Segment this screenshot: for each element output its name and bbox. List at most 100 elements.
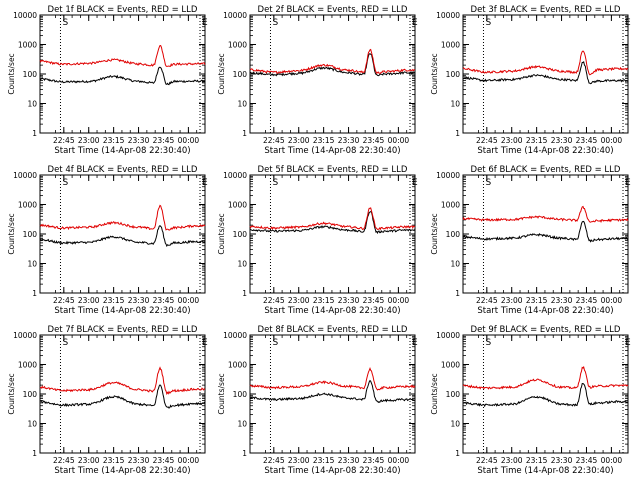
x-tick-label: 23:45 [363,296,385,305]
y-tick-label: 1000 [441,201,460,210]
y-tick-label: 10 [27,260,37,269]
x-tick-label: 23:30 [338,456,360,465]
x-tick-label: 23:15 [313,136,335,145]
plot-frame [39,174,206,294]
y-tick-label: 1000 [18,41,37,50]
y-tick-label: 10000 [436,171,460,180]
y-tick-label: 100 [23,70,38,79]
x-tick-label: 23:00 [288,136,310,145]
panel-title: Det 8f BLACK = Events, RED = LLD [258,325,408,335]
y-tick-label: 10 [237,260,247,269]
x-tick-label: 23:00 [501,136,523,145]
plot-frame [39,14,206,134]
x-tick-label: 22:45 [263,136,285,145]
plot-frame [462,334,629,454]
start-marker-label: S [485,18,491,28]
y-tick-label: 1 [242,449,247,458]
events-series-line [462,220,629,243]
y-tick-label: 1 [455,129,460,138]
x-axis-label: Start Time (14-Apr-08 22:30:40) [54,146,190,156]
x-tick-label: 00:00 [178,456,200,465]
y-tick-label: 10 [27,100,37,109]
y-axis-label: Counts/sec [7,373,16,414]
y-tick-label: 10000 [436,11,460,20]
panel-title: Det 4f BLACK = Events, RED = LLD [48,165,198,175]
x-tick-label: 00:00 [601,296,623,305]
end-marker-label: E [202,338,208,348]
y-axis-label: Counts/sec [7,53,16,94]
x-tick-label: 23:15 [103,296,125,305]
x-tick-label: 23:30 [338,136,360,145]
start-marker-label: S [62,338,68,348]
y-tick-label: 1 [242,129,247,138]
y-tick-label: 100 [23,390,38,399]
x-tick-label: 23:15 [526,296,548,305]
y-tick-label: 1000 [18,201,37,210]
x-tick-label: 23:00 [78,296,100,305]
lld-series-line [462,365,629,390]
y-tick-label: 1000 [228,361,247,370]
plot-frame [462,14,629,134]
x-tick-label: 23:30 [551,456,573,465]
end-marker-label: E [412,338,418,348]
lld-series-line [39,366,206,396]
lld-series-line [249,48,416,75]
x-tick-label: 22:45 [476,456,498,465]
x-tick-label: 23:00 [288,296,310,305]
detector-panel-8: Det 8f BLACK = Events, RED = LLD 1 10 100 10… [217,325,418,476]
x-axis-label: Start Time (14-Apr-08 22:30:40) [477,306,613,316]
lld-series-line [462,205,629,223]
x-tick-label: 00:00 [388,136,410,145]
x-tick-label: 22:45 [53,136,75,145]
y-tick-label: 1000 [228,41,247,50]
x-tick-label: 23:15 [103,136,125,145]
panel-title: Det 5f BLACK = Events, RED = LLD [258,165,408,175]
y-tick-label: 10 [237,420,247,429]
x-tick-label: 23:15 [103,456,125,465]
x-axis-label: Start Time (14-Apr-08 22:30:40) [264,466,400,476]
x-tick-label: 23:45 [576,136,598,145]
x-tick-label: 00:00 [178,136,200,145]
end-marker-label: E [625,178,631,188]
detector-panel-3: Det 3f BLACK = Events, RED = LLD 1 10 100 10… [430,5,631,156]
x-tick-label: 22:45 [476,136,498,145]
end-marker-label: E [202,18,208,28]
plot-frame [39,334,206,454]
x-tick-label: 23:15 [526,456,548,465]
x-tick-label: 23:45 [363,456,385,465]
panel-title: Det 7f BLACK = Events, RED = LLD [48,325,198,335]
x-tick-label: 00:00 [388,296,410,305]
panel-title: Det 1f BLACK = Events, RED = LLD [48,5,198,15]
x-tick-label: 22:45 [263,296,285,305]
x-tick-label: 23:00 [78,456,100,465]
x-tick-label: 23:30 [128,456,150,465]
x-tick-label: 22:45 [53,456,75,465]
detector-panel-5: Det 5f BLACK = Events, RED = LLD 1 10 100 10… [217,165,418,316]
x-axis-label: Start Time (14-Apr-08 22:30:40) [54,306,190,316]
x-tick-label: 00:00 [601,456,623,465]
y-tick-label: 10000 [223,11,247,20]
events-series-line [249,379,416,404]
y-tick-label: 1 [32,449,37,458]
y-tick-label: 1000 [228,201,247,210]
x-tick-label: 00:00 [388,456,410,465]
detector-panel-1: Det 1f BLACK = Events, RED = LLD 1 10 100 10… [7,5,208,156]
x-tick-label: 23:00 [501,456,523,465]
x-axis-label: Start Time (14-Apr-08 22:30:40) [264,146,400,156]
x-tick-label: 22:45 [263,456,285,465]
events-series-line [250,210,416,235]
start-marker-label: S [272,178,278,188]
y-tick-label: 100 [446,70,461,79]
lld-series-line [462,50,629,76]
x-tick-label: 23:15 [526,136,548,145]
detector-panel-2: Det 2f BLACK = Events, RED = LLD 1 10 100 10… [217,5,418,156]
x-tick-label: 23:30 [551,136,573,145]
detector-panel-4: Det 4f BLACK = Events, RED = LLD 1 10 100 10… [7,165,208,316]
x-tick-label: 23:30 [551,296,573,305]
lld-series-line [249,367,416,391]
x-tick-label: 23:00 [78,136,100,145]
lld-series-line [39,204,206,231]
y-axis-label: Counts/sec [217,53,226,94]
y-axis-label: Counts/sec [430,53,439,94]
x-tick-label: 23:45 [576,296,598,305]
